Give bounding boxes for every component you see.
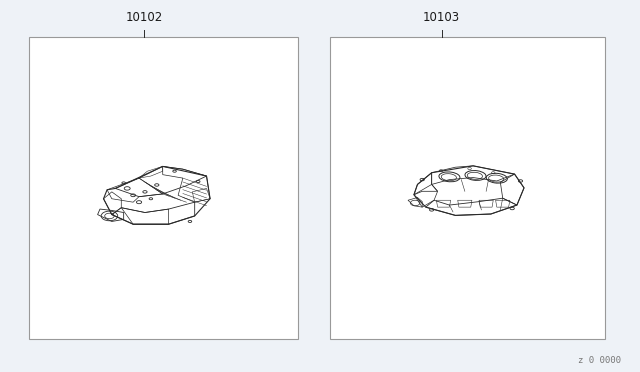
Bar (29, 37, 298, 339)
Text: 10103: 10103 (423, 11, 460, 24)
Text: 10102: 10102 (125, 11, 163, 24)
Bar (330, 37, 605, 339)
Text: z 0 0000: z 0 0000 (578, 356, 621, 365)
